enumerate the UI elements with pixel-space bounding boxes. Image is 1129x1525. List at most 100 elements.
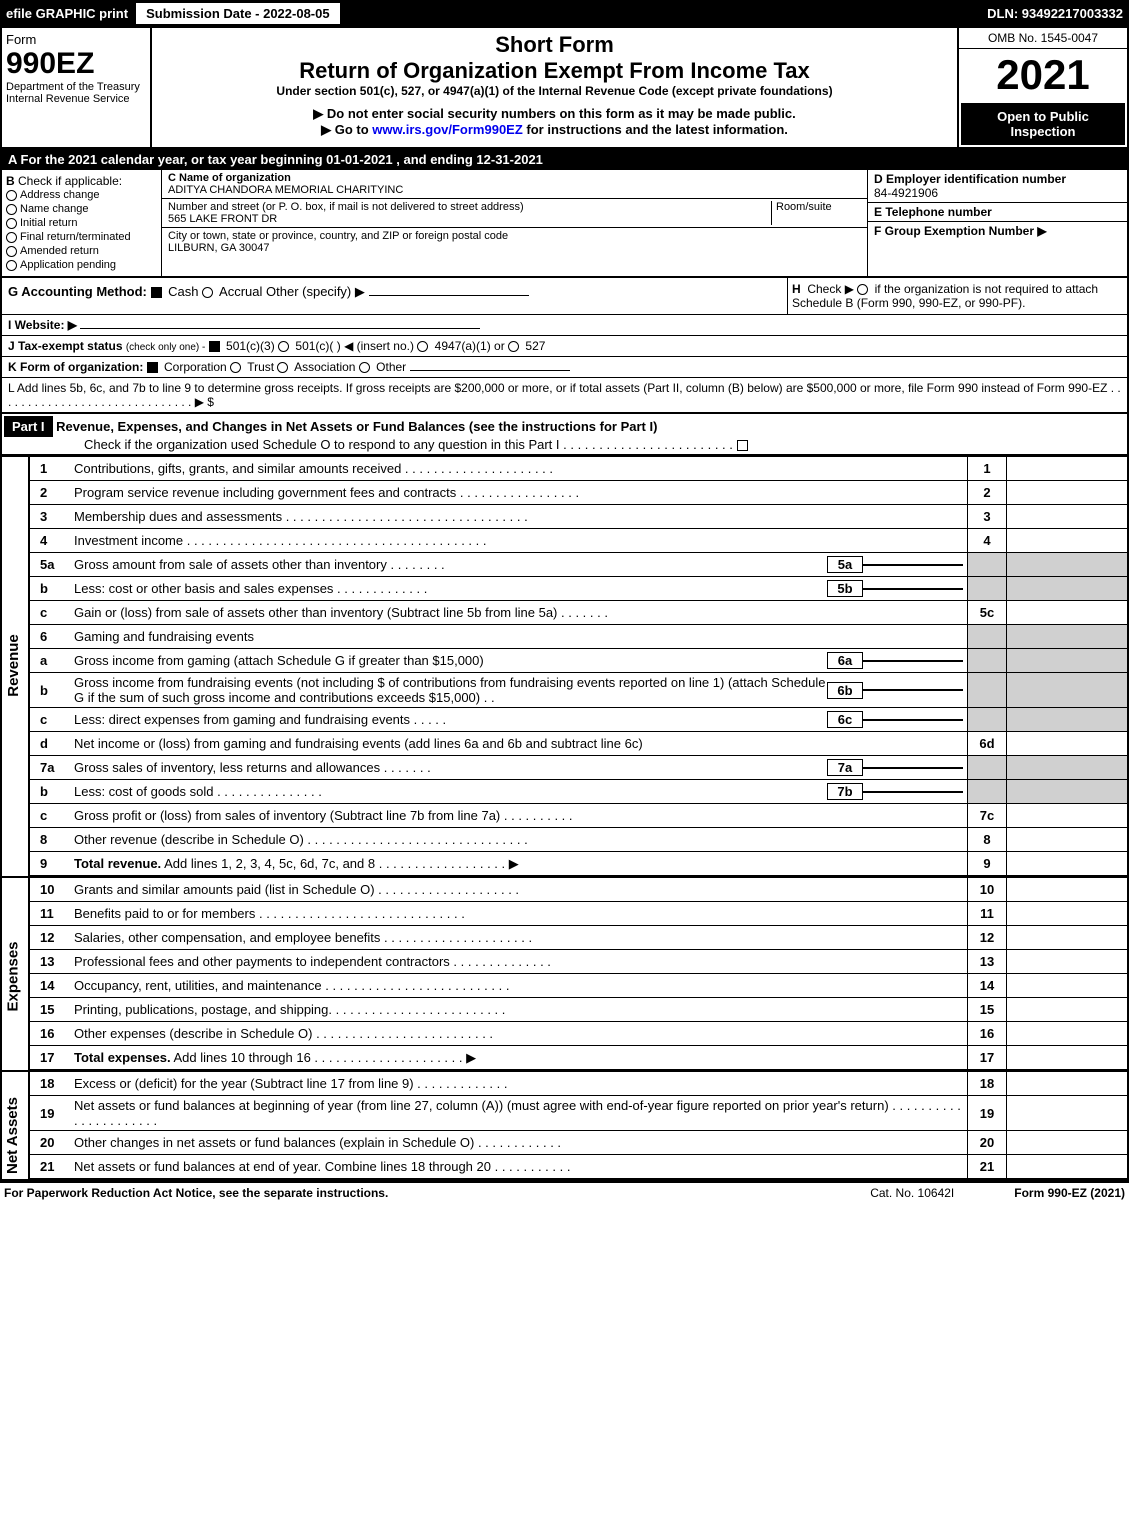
box-val[interactable] — [1007, 1096, 1127, 1130]
box-val[interactable] — [1007, 998, 1127, 1021]
box-val[interactable] — [1007, 950, 1127, 973]
line-desc: Net income or (loss) from gaming and fun… — [70, 734, 967, 753]
line-row: 3Membership dues and assessments . . . .… — [30, 505, 1127, 529]
chk-501c3[interactable] — [209, 341, 220, 352]
box-val[interactable] — [1007, 529, 1127, 552]
box-val[interactable] — [1007, 505, 1127, 528]
chk-initial-return[interactable]: Initial return — [6, 216, 157, 230]
header-left: Form 990EZ Department of the Treasury In… — [2, 28, 152, 147]
chk-other-org[interactable] — [359, 362, 370, 373]
box-val[interactable] — [1007, 780, 1127, 803]
box-val[interactable] — [1007, 1072, 1127, 1095]
info-section: B Check if applicable: Address change Na… — [2, 170, 1127, 278]
part1-check: Check if the organization used Schedule … — [4, 437, 1125, 452]
line-desc: Gaming and fundraising events — [70, 627, 967, 646]
chk-sched-o[interactable] — [737, 440, 748, 451]
box-val[interactable] — [1007, 457, 1127, 480]
mid-box-val[interactable] — [863, 791, 963, 793]
line-row: 18Excess or (deficit) for the year (Subt… — [30, 1072, 1127, 1096]
form-number: 990EZ — [6, 47, 146, 81]
line-desc: Gain or (loss) from sale of assets other… — [70, 603, 967, 622]
mid-box-num: 6b — [827, 682, 863, 699]
chk-accrual[interactable] — [202, 287, 213, 298]
box-val[interactable] — [1007, 1131, 1127, 1154]
chk-4947[interactable] — [417, 341, 428, 352]
box-val[interactable] — [1007, 974, 1127, 997]
box-val[interactable] — [1007, 481, 1127, 504]
box-val[interactable] — [1007, 804, 1127, 827]
box-val[interactable] — [1007, 732, 1127, 755]
other-specify-input[interactable] — [369, 295, 529, 296]
submission-date: Submission Date - 2022-08-05 — [134, 1, 342, 26]
other-org-input[interactable] — [410, 370, 570, 371]
box-num: 13 — [967, 950, 1007, 973]
box-val[interactable] — [1007, 577, 1127, 600]
header-center: Short Form Return of Organization Exempt… — [152, 28, 957, 147]
box-val[interactable] — [1007, 1155, 1127, 1178]
box-num — [967, 780, 1007, 803]
line-row: 9Total revenue. Add lines 1, 2, 3, 4, 5c… — [30, 852, 1127, 876]
mid-box-val[interactable] — [863, 719, 963, 721]
box-val[interactable] — [1007, 852, 1127, 875]
mid-box-val[interactable] — [863, 689, 963, 691]
box-val[interactable] — [1007, 708, 1127, 731]
box-val[interactable] — [1007, 1046, 1127, 1069]
chk-amended-return[interactable]: Amended return — [6, 244, 157, 258]
chk-sched-b[interactable] — [857, 284, 868, 295]
line-desc: Net assets or fund balances at beginning… — [70, 1096, 967, 1130]
box-num: 17 — [967, 1046, 1007, 1069]
box-val[interactable] — [1007, 625, 1127, 648]
box-num — [967, 756, 1007, 779]
line-row: cGross profit or (loss) from sales of in… — [30, 804, 1127, 828]
line-number: c — [30, 808, 70, 823]
d-label: D Employer identification number — [874, 172, 1121, 186]
tax-year: 2021 — [959, 49, 1127, 101]
chk-501c[interactable] — [278, 341, 289, 352]
line-row: cGain or (loss) from sale of assets othe… — [30, 601, 1127, 625]
chk-name-change[interactable]: Name change — [6, 202, 157, 216]
chk-assoc[interactable] — [277, 362, 288, 373]
top-bar: efile GRAPHIC print Submission Date - 20… — [0, 0, 1129, 26]
mid-box-val[interactable] — [863, 588, 963, 590]
box-val[interactable] — [1007, 601, 1127, 624]
part1-title: Revenue, Expenses, and Changes in Net As… — [56, 419, 657, 434]
goto-link[interactable]: ▶ Go to www.irs.gov/Form990EZ for instru… — [156, 122, 953, 138]
mid-box-num: 5b — [827, 580, 863, 597]
dln-label: DLN: 93492217003332 — [981, 6, 1129, 21]
box-val[interactable] — [1007, 673, 1127, 707]
box-val[interactable] — [1007, 649, 1127, 672]
chk-trust[interactable] — [230, 362, 241, 373]
box-num: 20 — [967, 1131, 1007, 1154]
chk-app-pending[interactable]: Application pending — [6, 258, 157, 272]
chk-address-change[interactable]: Address change — [6, 188, 157, 202]
line-number: 7a — [30, 760, 70, 775]
box-val[interactable] — [1007, 1022, 1127, 1045]
box-num — [967, 625, 1007, 648]
footer-left: For Paperwork Reduction Act Notice, see … — [4, 1186, 388, 1200]
box-val[interactable] — [1007, 902, 1127, 925]
box-val[interactable] — [1007, 553, 1127, 576]
line-desc: Gross amount from sale of assets other t… — [70, 554, 967, 575]
box-val[interactable] — [1007, 878, 1127, 901]
chk-cash[interactable] — [151, 287, 162, 298]
box-val[interactable] — [1007, 926, 1127, 949]
line-number: a — [30, 653, 70, 668]
line-desc: Other revenue (describe in Schedule O) .… — [70, 830, 967, 849]
box-num — [967, 708, 1007, 731]
box-num — [967, 649, 1007, 672]
chk-corp[interactable] — [147, 362, 158, 373]
box-num: 11 — [967, 902, 1007, 925]
website-input[interactable] — [80, 328, 480, 329]
line-desc: Other expenses (describe in Schedule O) … — [70, 1024, 967, 1043]
irs-link[interactable]: www.irs.gov/Form990EZ — [372, 122, 523, 137]
box-val[interactable] — [1007, 756, 1127, 779]
line-desc: Less: cost or other basis and sales expe… — [70, 578, 967, 599]
mid-box-val[interactable] — [863, 767, 963, 769]
mid-box-val[interactable] — [863, 660, 963, 662]
efile-label[interactable]: efile GRAPHIC print — [0, 6, 134, 21]
box-val[interactable] — [1007, 828, 1127, 851]
chk-527[interactable] — [508, 341, 519, 352]
mid-box-val[interactable] — [863, 564, 963, 566]
chk-final-return[interactable]: Final return/terminated — [6, 230, 157, 244]
box-num: 16 — [967, 1022, 1007, 1045]
